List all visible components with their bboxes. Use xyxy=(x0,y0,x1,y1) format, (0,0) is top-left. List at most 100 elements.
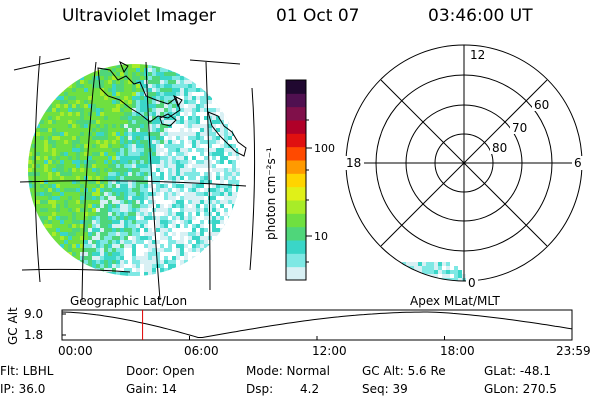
imager-pixel xyxy=(128,168,132,172)
imager-pixel xyxy=(160,148,164,152)
imager-pixel xyxy=(192,228,196,232)
imager-pixel xyxy=(208,96,212,100)
imager-pixel xyxy=(224,252,228,256)
imager-pixel xyxy=(92,132,96,136)
imager-pixel xyxy=(44,96,48,100)
imager-pixel xyxy=(184,136,188,140)
imager-pixel xyxy=(196,212,200,216)
imager-pixel xyxy=(236,260,240,264)
imager-pixel xyxy=(144,216,148,220)
imager-pixel xyxy=(136,264,140,268)
imager-pixel xyxy=(140,188,144,192)
imager-pixel xyxy=(40,144,44,148)
imager-pixel xyxy=(176,116,180,120)
imager-pixel xyxy=(144,140,148,144)
imager-pixel xyxy=(216,76,220,80)
imager-pixel xyxy=(156,116,160,120)
imager-pixel xyxy=(40,88,44,92)
imager-pixel xyxy=(28,212,32,216)
imager-pixel xyxy=(236,172,240,176)
imager-pixel xyxy=(236,108,240,112)
imager-pixel xyxy=(48,116,52,120)
altitude-curve xyxy=(61,311,573,338)
gain-readout: Gain: 14 xyxy=(126,382,177,396)
imager-pixel xyxy=(216,204,220,208)
imager-pixel xyxy=(204,204,208,208)
imager-pixel xyxy=(112,172,116,176)
imager-pixel xyxy=(168,276,172,280)
imager-pixel xyxy=(100,112,104,116)
imager-pixel xyxy=(164,144,168,148)
imager-pixel xyxy=(212,216,216,220)
imager-pixel xyxy=(68,72,72,76)
imager-pixel xyxy=(64,184,68,188)
imager-pixel xyxy=(108,228,112,232)
imager-pixel xyxy=(88,244,92,248)
imager-pixel xyxy=(140,244,144,248)
imager-pixel xyxy=(64,84,68,88)
imager-pixel xyxy=(164,92,168,96)
imager-pixel xyxy=(148,256,152,260)
imager-pixel xyxy=(108,236,112,240)
imager-pixel xyxy=(32,164,36,168)
imager-pixel xyxy=(236,72,240,76)
imager-pixel xyxy=(160,136,164,140)
imager-pixel xyxy=(64,104,68,108)
imager-pixel xyxy=(188,100,192,104)
imager-pixel xyxy=(188,80,192,84)
polar-pixel xyxy=(446,282,450,286)
imager-pixel xyxy=(240,76,244,80)
imager-pixel xyxy=(84,252,88,256)
imager-pixel xyxy=(164,192,168,196)
imager-pixel xyxy=(224,152,228,156)
imager-pixel xyxy=(216,256,220,260)
imager-pixel xyxy=(164,184,168,188)
imager-pixel xyxy=(216,260,220,264)
imager-pixel xyxy=(136,232,140,236)
imager-pixel xyxy=(140,80,144,84)
imager-pixel xyxy=(176,108,180,112)
polar-pixel xyxy=(386,278,390,281)
imager-pixel xyxy=(84,276,88,280)
imager-pixel xyxy=(88,140,92,144)
imager-pixel xyxy=(92,248,96,252)
imager-pixel xyxy=(160,204,164,208)
imager-pixel xyxy=(80,140,84,144)
imager-pixel xyxy=(208,80,212,84)
imager-pixel xyxy=(52,248,56,252)
imager-pixel xyxy=(52,144,56,148)
imager-pixel xyxy=(204,112,208,116)
imager-pixel xyxy=(92,156,96,160)
imager-pixel xyxy=(128,248,132,252)
filter-readout: Flt: LBHL xyxy=(0,364,54,378)
imager-pixel xyxy=(236,124,240,128)
imager-pixel xyxy=(80,180,84,184)
imager-pixel xyxy=(184,276,188,280)
imager-pixel xyxy=(140,168,144,172)
polar-pixel xyxy=(442,282,446,286)
imager-pixel xyxy=(172,156,176,160)
imager-pixel xyxy=(140,236,144,240)
imager-pixel xyxy=(108,80,112,84)
imager-pixel xyxy=(240,180,244,184)
polar-pixel xyxy=(414,278,418,281)
imager-pixel xyxy=(204,164,208,168)
imager-pixel xyxy=(212,260,216,264)
imager-pixel xyxy=(188,104,192,108)
polar-pixel xyxy=(454,278,458,281)
imager-pixel xyxy=(144,220,148,224)
imager-pixel xyxy=(176,220,180,224)
imager-pixel xyxy=(44,104,48,108)
altitude-plot: 9.0 1.8 GC Alt Geographic Lat/Lon Apex M… xyxy=(6,294,573,345)
imager-pixel xyxy=(196,76,200,80)
imager-pixel xyxy=(112,88,116,92)
imager-pixel xyxy=(176,88,180,92)
polar-pixel xyxy=(446,266,450,270)
imager-pixel xyxy=(224,256,228,260)
imager-pixel xyxy=(168,140,172,144)
imager-pixel xyxy=(188,184,192,188)
imager-pixel xyxy=(124,156,128,160)
imager-pixel xyxy=(36,188,40,192)
imager-pixel xyxy=(100,180,104,184)
polar-pixel xyxy=(450,282,454,286)
